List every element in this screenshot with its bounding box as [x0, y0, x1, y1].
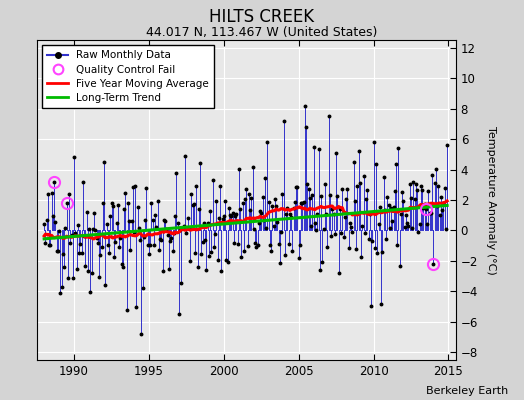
Y-axis label: Temperature Anomaly (°C): Temperature Anomaly (°C): [486, 126, 496, 274]
Legend: Raw Monthly Data, Quality Control Fail, Five Year Moving Average, Long-Term Tren: Raw Monthly Data, Quality Control Fail, …: [42, 45, 214, 108]
Text: 44.017 N, 113.467 W (United States): 44.017 N, 113.467 W (United States): [146, 26, 378, 39]
Text: Berkeley Earth: Berkeley Earth: [426, 386, 508, 396]
Text: HILTS CREEK: HILTS CREEK: [210, 8, 314, 26]
